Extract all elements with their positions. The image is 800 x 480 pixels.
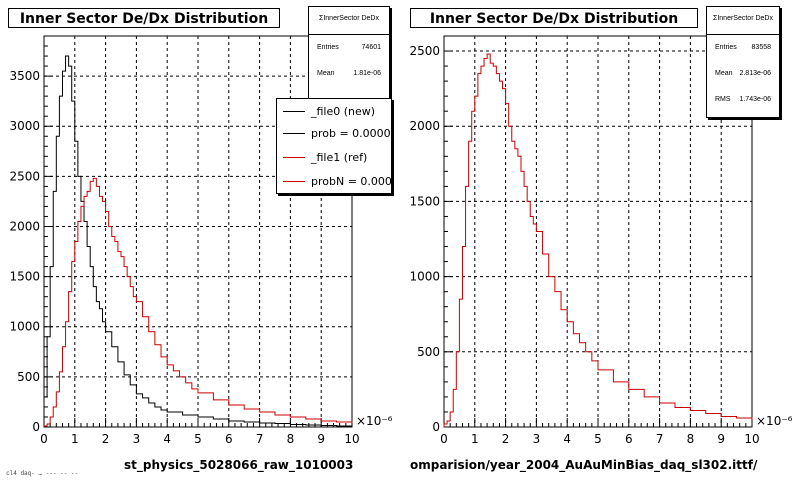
right-y-tick-label: 0 — [432, 420, 440, 434]
legend-row-file1: _file1 (ref) — [277, 147, 391, 167]
right-x-tick-label: 4 — [563, 432, 571, 446]
right-x-tick-label: 10 — [744, 432, 759, 446]
left-x-tick-label: 10 — [344, 432, 359, 446]
right-x-tick-label: 7 — [656, 432, 664, 446]
legend-swatch-prob — [283, 132, 305, 134]
left-x-tick-label: 5 — [194, 432, 202, 446]
legend-label-file0: _file0 (new) — [311, 104, 376, 118]
legend-row-prob: prob = 0.000000 — [277, 123, 391, 143]
legend-swatch-ref — [283, 156, 305, 158]
right-x-tick-label: 2 — [502, 432, 510, 446]
right-stats-mean: Mean 2.813e-06 — [707, 61, 779, 87]
left-x-axis-title: st_physics_5028066_raw_1010003 — [124, 458, 354, 472]
left-y-tick-label: 2000 — [9, 219, 40, 233]
left-stats-name: ΣInnerSector DeDx — [309, 7, 389, 35]
left-y-tick-label: 3500 — [9, 69, 40, 83]
left-y-tick-label: 2500 — [9, 169, 40, 183]
right-x-tick-label: 8 — [687, 432, 695, 446]
legend-row-probn: probN = 0.000000 — [277, 171, 391, 191]
right-stats-entries: Entries 83558 — [707, 35, 779, 61]
left-y-tick-label: 3000 — [9, 119, 40, 133]
left-stats-mean-label: Mean — [317, 70, 335, 77]
right-stats-box: ΣInnerSector DeDx Entries 83558 Mean 2.8… — [706, 6, 780, 118]
right-x-tick-label: 0 — [440, 432, 448, 446]
right-x-tick-label: 6 — [625, 432, 633, 446]
right-x-tick-label: 9 — [717, 432, 725, 446]
left-stats-mean: Mean 1.81e-06 — [309, 61, 389, 87]
right-y-tick-label: 1500 — [409, 194, 440, 208]
footer-note: cl4 daq- … ‑‑‑ ‑‑ ‑‑ — [6, 470, 79, 477]
right-stats-entries-value: 83558 — [751, 44, 771, 51]
left-x-exponent-label: ×10⁻⁶ — [356, 414, 393, 428]
right-stats-mean-label: Mean — [715, 70, 733, 77]
left-chart-title: Inner Sector De/Dx Distribution — [8, 8, 280, 28]
right-stats-rms-label: RMS — [715, 96, 731, 103]
left-stats-box: ΣInnerSector DeDx Entries 74601 Mean 1.8… — [308, 6, 390, 100]
left-x-tick-label: 8 — [287, 432, 295, 446]
left-x-tick-label: 4 — [163, 432, 171, 446]
left-x-tick-label: 0 — [40, 432, 48, 446]
right-stats-entries-label: Entries — [715, 44, 737, 51]
left-legend: _file0 (new) prob = 0.000000 _file1 (ref… — [276, 98, 392, 194]
left-y-tick-label: 500 — [17, 370, 40, 384]
left-stats-entries-label: Entries — [317, 44, 339, 51]
right-stats-rms-value: 1.743e-06 — [739, 96, 771, 103]
legend-swatch-new — [283, 110, 305, 112]
legend-row-file0: _file0 (new) — [277, 101, 391, 121]
legend-label-file1: _file1 (ref) — [311, 150, 368, 164]
left-y-tick-label: 0 — [32, 420, 40, 434]
right-stats-rms: RMS 1.743e-06 — [707, 87, 779, 113]
right-x-tick-label: 3 — [533, 432, 541, 446]
left-series-red-histogram — [43, 177, 353, 427]
right-stats-name: ΣInnerSector DeDx — [707, 7, 779, 35]
right-chart-title: Inner Sector De/Dx Distribution — [410, 8, 698, 28]
left-x-tick-label: 3 — [133, 432, 141, 446]
right-x-tick-label: 1 — [471, 432, 479, 446]
legend-label-probn: probN = 0.000000 — [311, 174, 392, 188]
left-stats-entries: Entries 74601 — [309, 35, 389, 61]
right-y-tick-label: 2500 — [409, 44, 440, 58]
right-x-exponent-label: ×10⁻⁶ — [756, 414, 793, 428]
right-y-tick-label: 1000 — [409, 270, 440, 284]
left-series-black-histogram — [43, 55, 352, 427]
left-y-tick-label: 1000 — [9, 320, 40, 334]
left-x-tick-label: 1 — [71, 432, 79, 446]
legend-label-prob: prob = 0.000000 — [311, 126, 391, 140]
left-x-tick-label: 7 — [256, 432, 264, 446]
legend-swatch-probn — [283, 180, 305, 182]
left-x-tick-label: 2 — [102, 432, 110, 446]
left-y-tick-label: 1500 — [9, 270, 40, 284]
left-x-tick-label: 9 — [317, 432, 325, 446]
right-series-red-histogram — [443, 53, 753, 427]
right-stats-mean-value: 2.813e-06 — [739, 70, 771, 77]
right-x-tick-label: 5 — [594, 432, 602, 446]
left-x-tick-label: 6 — [225, 432, 233, 446]
right-y-tick-label: 2000 — [409, 119, 440, 133]
left-stats-entries-value: 74601 — [361, 44, 381, 51]
right-y-tick-label: 500 — [417, 345, 440, 359]
right-x-axis-title: omparision/year_2004_AuAuMinBias_daq_sl3… — [410, 458, 758, 472]
left-stats-mean-value: 1.81e-06 — [353, 70, 381, 77]
